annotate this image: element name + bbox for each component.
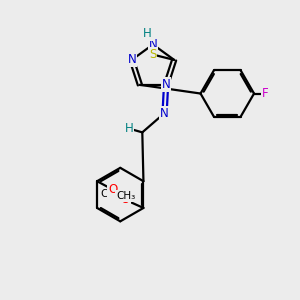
Text: H: H [124, 122, 133, 135]
Text: O: O [120, 193, 130, 206]
Text: O: O [108, 183, 117, 196]
Text: N: N [162, 78, 170, 91]
Text: H: H [143, 27, 152, 40]
Text: CH₃: CH₃ [116, 191, 136, 201]
Text: F: F [262, 87, 268, 100]
Text: N: N [128, 53, 136, 66]
Text: N: N [148, 38, 157, 51]
Text: N: N [160, 106, 169, 119]
Text: S: S [149, 48, 157, 61]
Text: CH₃: CH₃ [100, 189, 119, 199]
